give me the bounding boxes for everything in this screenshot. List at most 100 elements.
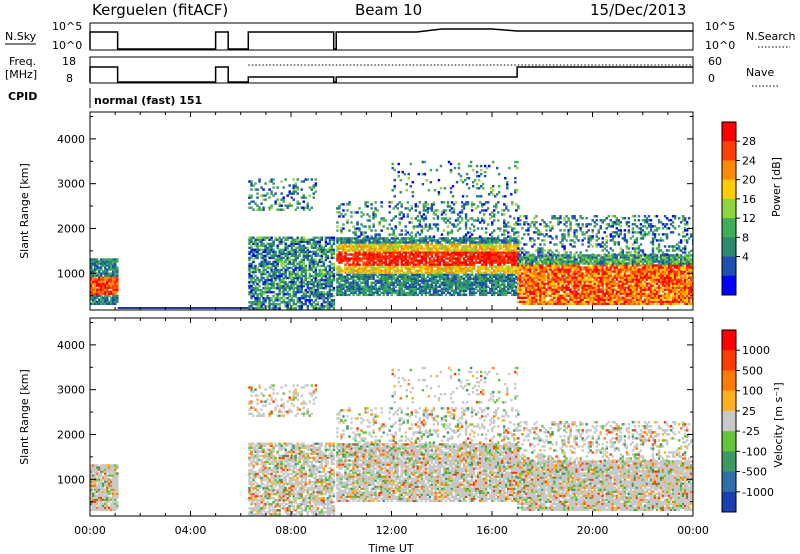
- power-cell: [555, 288, 558, 291]
- power-cell: [408, 277, 411, 280]
- power-cell: [104, 292, 107, 295]
- power-cell: [98, 266, 101, 269]
- power-cell: [336, 287, 339, 291]
- power-cell: [573, 270, 576, 273]
- power-cell: [440, 245, 444, 248]
- power-cell: [480, 203, 484, 206]
- power-cell: [268, 188, 271, 191]
- power-cell: [440, 201, 444, 204]
- power-cell: [472, 267, 476, 270]
- power-cell: [456, 219, 460, 222]
- power-cell: [328, 260, 332, 264]
- power-cell: [402, 285, 405, 289]
- power-cell: [368, 251, 371, 254]
- power-cell: [106, 296, 109, 299]
- power-cell: [400, 229, 403, 232]
- power-cell: [541, 270, 544, 273]
- power-cell: [250, 303, 253, 306]
- power-cell: [298, 284, 301, 288]
- power-cell: [362, 255, 365, 258]
- power-cell: [312, 301, 316, 304]
- power-cell: [513, 245, 516, 248]
- power-cell: [308, 297, 311, 300]
- power-cell: [98, 268, 101, 271]
- power-cell: [354, 273, 357, 276]
- power-cell: [428, 271, 432, 274]
- power-cell: [294, 268, 297, 272]
- power-cell: [547, 272, 550, 275]
- power-cell: [298, 266, 301, 270]
- power-cell: [470, 263, 474, 266]
- power-cell: [410, 273, 414, 276]
- power-cell: [340, 279, 343, 282]
- power-cell: [290, 294, 293, 298]
- power-cell: [332, 272, 336, 276]
- power-cell: [370, 249, 373, 252]
- power-cell: [376, 241, 379, 244]
- power-cell: [511, 257, 514, 260]
- power-cell: [290, 242, 293, 245]
- power-cell: [464, 201, 468, 204]
- power-cell: [506, 180, 509, 184]
- power-cell: [507, 245, 510, 248]
- power-cell: [356, 221, 359, 224]
- power-cell: [438, 279, 442, 282]
- power-cell: [557, 298, 560, 301]
- power-cell: [515, 253, 518, 256]
- power-cell: [298, 290, 301, 294]
- power-cell: [266, 254, 269, 258]
- power-cell: [262, 206, 265, 209]
- power-cell: [418, 225, 422, 228]
- power-cell: [458, 275, 462, 278]
- power-cell: [435, 168, 439, 172]
- power-cell: [258, 244, 261, 248]
- power-cell: [537, 268, 540, 271]
- power-cell: [356, 273, 359, 276]
- power-cell: [314, 297, 318, 300]
- power-cell: [258, 248, 261, 252]
- power-cell: [262, 307, 265, 310]
- power-cell: [368, 273, 371, 276]
- power-cell: [318, 264, 322, 268]
- power-cell: [94, 290, 97, 293]
- power-cell: [426, 241, 430, 244]
- power-cell: [509, 283, 512, 286]
- power-cell: [430, 277, 434, 280]
- power-cell: [416, 251, 420, 254]
- power-cell: [410, 245, 414, 248]
- power-cell: [498, 191, 501, 194]
- power-cell: [478, 259, 482, 262]
- power-cell: [326, 284, 330, 288]
- power-cell: [460, 251, 464, 254]
- power-cell: [571, 270, 574, 273]
- power-cell: [338, 251, 341, 254]
- power-cell: [248, 307, 251, 310]
- power-cell: [565, 276, 568, 279]
- power-cell: [308, 258, 311, 262]
- power-cell: [356, 237, 359, 240]
- power-cell: [559, 260, 562, 263]
- power-cell: [284, 252, 287, 256]
- power-cell: [547, 264, 550, 267]
- power-cell: [378, 237, 381, 240]
- power-cell: [527, 288, 530, 291]
- power-cell: [446, 277, 450, 280]
- power-cell: [408, 255, 411, 258]
- power-cell: [372, 223, 375, 226]
- power-cell: [348, 239, 351, 242]
- power-cell: [318, 270, 322, 274]
- power-cell: [492, 189, 495, 192]
- power-cell: [438, 257, 442, 260]
- power-cell: [314, 290, 318, 294]
- power-cell: [378, 243, 381, 246]
- power-cell: [464, 233, 468, 236]
- power-cell: [517, 294, 520, 297]
- power-cell: [486, 277, 490, 280]
- power-cell: [404, 257, 407, 260]
- power-cell: [432, 235, 436, 238]
- power-cell: [565, 262, 568, 265]
- power-cell: [575, 286, 578, 289]
- power-cell: [356, 285, 359, 289]
- power-cell: [452, 253, 456, 256]
- power-cell: [314, 272, 318, 276]
